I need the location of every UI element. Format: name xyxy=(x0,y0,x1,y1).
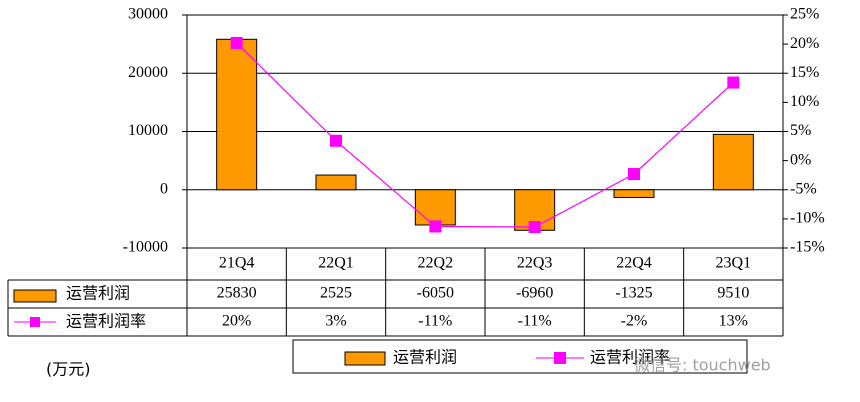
table-value: -11% xyxy=(418,313,452,330)
legend-label: 运营利润 xyxy=(393,348,457,367)
bar xyxy=(315,174,357,191)
y-tick-label: -10000 xyxy=(123,239,168,256)
legend-key xyxy=(554,352,566,364)
table-row-label: 运营利润 xyxy=(66,284,130,303)
y2-tick-label: -15% xyxy=(790,239,825,256)
table-key xyxy=(30,317,40,327)
y-tick-label: 10000 xyxy=(128,122,168,139)
table-value: 20% xyxy=(222,313,251,330)
x-tick-label: 23Q1 xyxy=(716,255,752,272)
y-tick-label: 30000 xyxy=(128,6,168,23)
watermark: 微信号: touchweb xyxy=(634,356,771,375)
y2-tick-label: 25% xyxy=(790,6,819,23)
table-key xyxy=(13,289,57,303)
y2-tick-label: 5% xyxy=(790,122,811,139)
table-value: -1325 xyxy=(615,285,652,302)
marker xyxy=(628,168,640,181)
bar xyxy=(216,38,258,191)
table-row-label: 运营利润率 xyxy=(66,312,146,331)
y2-tick-label: 15% xyxy=(790,64,819,81)
line xyxy=(236,42,734,228)
legend-key xyxy=(344,351,386,366)
y-tick-label: 0 xyxy=(160,180,168,197)
x-tick-label: 22Q2 xyxy=(418,255,454,272)
x-tick-label: 22Q1 xyxy=(318,255,354,272)
marker xyxy=(330,134,342,147)
x-tick-label: 21Q4 xyxy=(219,255,255,272)
table-value: -2% xyxy=(621,313,648,330)
table-value: -11% xyxy=(518,313,552,330)
table-value: 25830 xyxy=(217,285,257,302)
y2-tick-label: 20% xyxy=(790,35,819,52)
table-value: 3% xyxy=(325,313,346,330)
marker xyxy=(429,220,442,233)
x-tick-label: 22Q4 xyxy=(616,255,652,272)
bar xyxy=(414,189,456,226)
table-value: -6960 xyxy=(516,285,553,302)
bar xyxy=(613,189,655,198)
bar xyxy=(712,133,754,191)
table-value: 2525 xyxy=(320,285,352,302)
marker xyxy=(230,36,243,49)
y2-tick-label: -5% xyxy=(790,180,817,197)
table-value: -6050 xyxy=(417,285,454,302)
unit-note: (万元) xyxy=(46,360,91,379)
y-tick-label: 20000 xyxy=(128,64,168,81)
y2-tick-label: 0% xyxy=(790,151,811,168)
table-value: 9510 xyxy=(717,285,749,302)
y2-tick-label: -10% xyxy=(790,210,825,227)
marker xyxy=(727,76,740,89)
x-tick-label: 22Q3 xyxy=(517,255,553,272)
marker xyxy=(528,221,541,234)
table-value: 13% xyxy=(719,313,748,330)
legend-label: 运营利润率 xyxy=(590,348,670,367)
y2-tick-label: 10% xyxy=(790,93,819,110)
